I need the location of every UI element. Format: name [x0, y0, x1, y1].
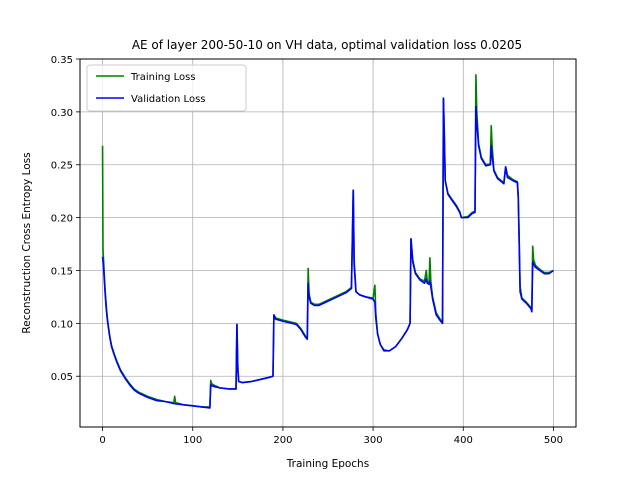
legend-label-validation: Validation Loss	[131, 94, 206, 105]
x-axis-label: Training Epochs	[286, 458, 369, 470]
legend: Training Loss Validation Loss	[86, 64, 247, 112]
legend-label-training: Training Loss	[130, 72, 196, 83]
y-tick-label: 0.20	[51, 214, 73, 225]
x-tick-label: 100	[183, 435, 202, 446]
x-tick-label: 300	[364, 435, 383, 446]
y-tick-label: 0.30	[51, 108, 73, 119]
x-tick-label: 0	[99, 435, 105, 446]
series-line-training-loss	[101, 74, 554, 408]
y-tick-label: 0.05	[51, 372, 73, 383]
series-lines	[101, 74, 554, 409]
y-tick-label: 0.10	[51, 319, 73, 330]
x-tick-label: 400	[454, 435, 473, 446]
y-tick-label: 0.25	[51, 161, 73, 172]
y-tick-label: 0.15	[51, 266, 73, 277]
legend-box	[86, 64, 247, 112]
grid-lines	[80, 58, 576, 427]
x-tick-label: 200	[273, 435, 292, 446]
series-line-validation-loss	[101, 97, 554, 409]
y-tick-label: 0.35	[51, 55, 73, 66]
plot-frame	[79, 58, 577, 428]
axis-ticks: 0 100 200 300 400 500 0.05 0.10 0.15 0.20 0.25 0.30…	[51, 55, 563, 446]
y-axis-label: Reconstruction Cross Entropy Loss	[21, 152, 33, 333]
x-tick-label: 500	[544, 435, 563, 446]
chart-title: AE of layer 200-50-10 on VH data, optima…	[132, 38, 522, 52]
